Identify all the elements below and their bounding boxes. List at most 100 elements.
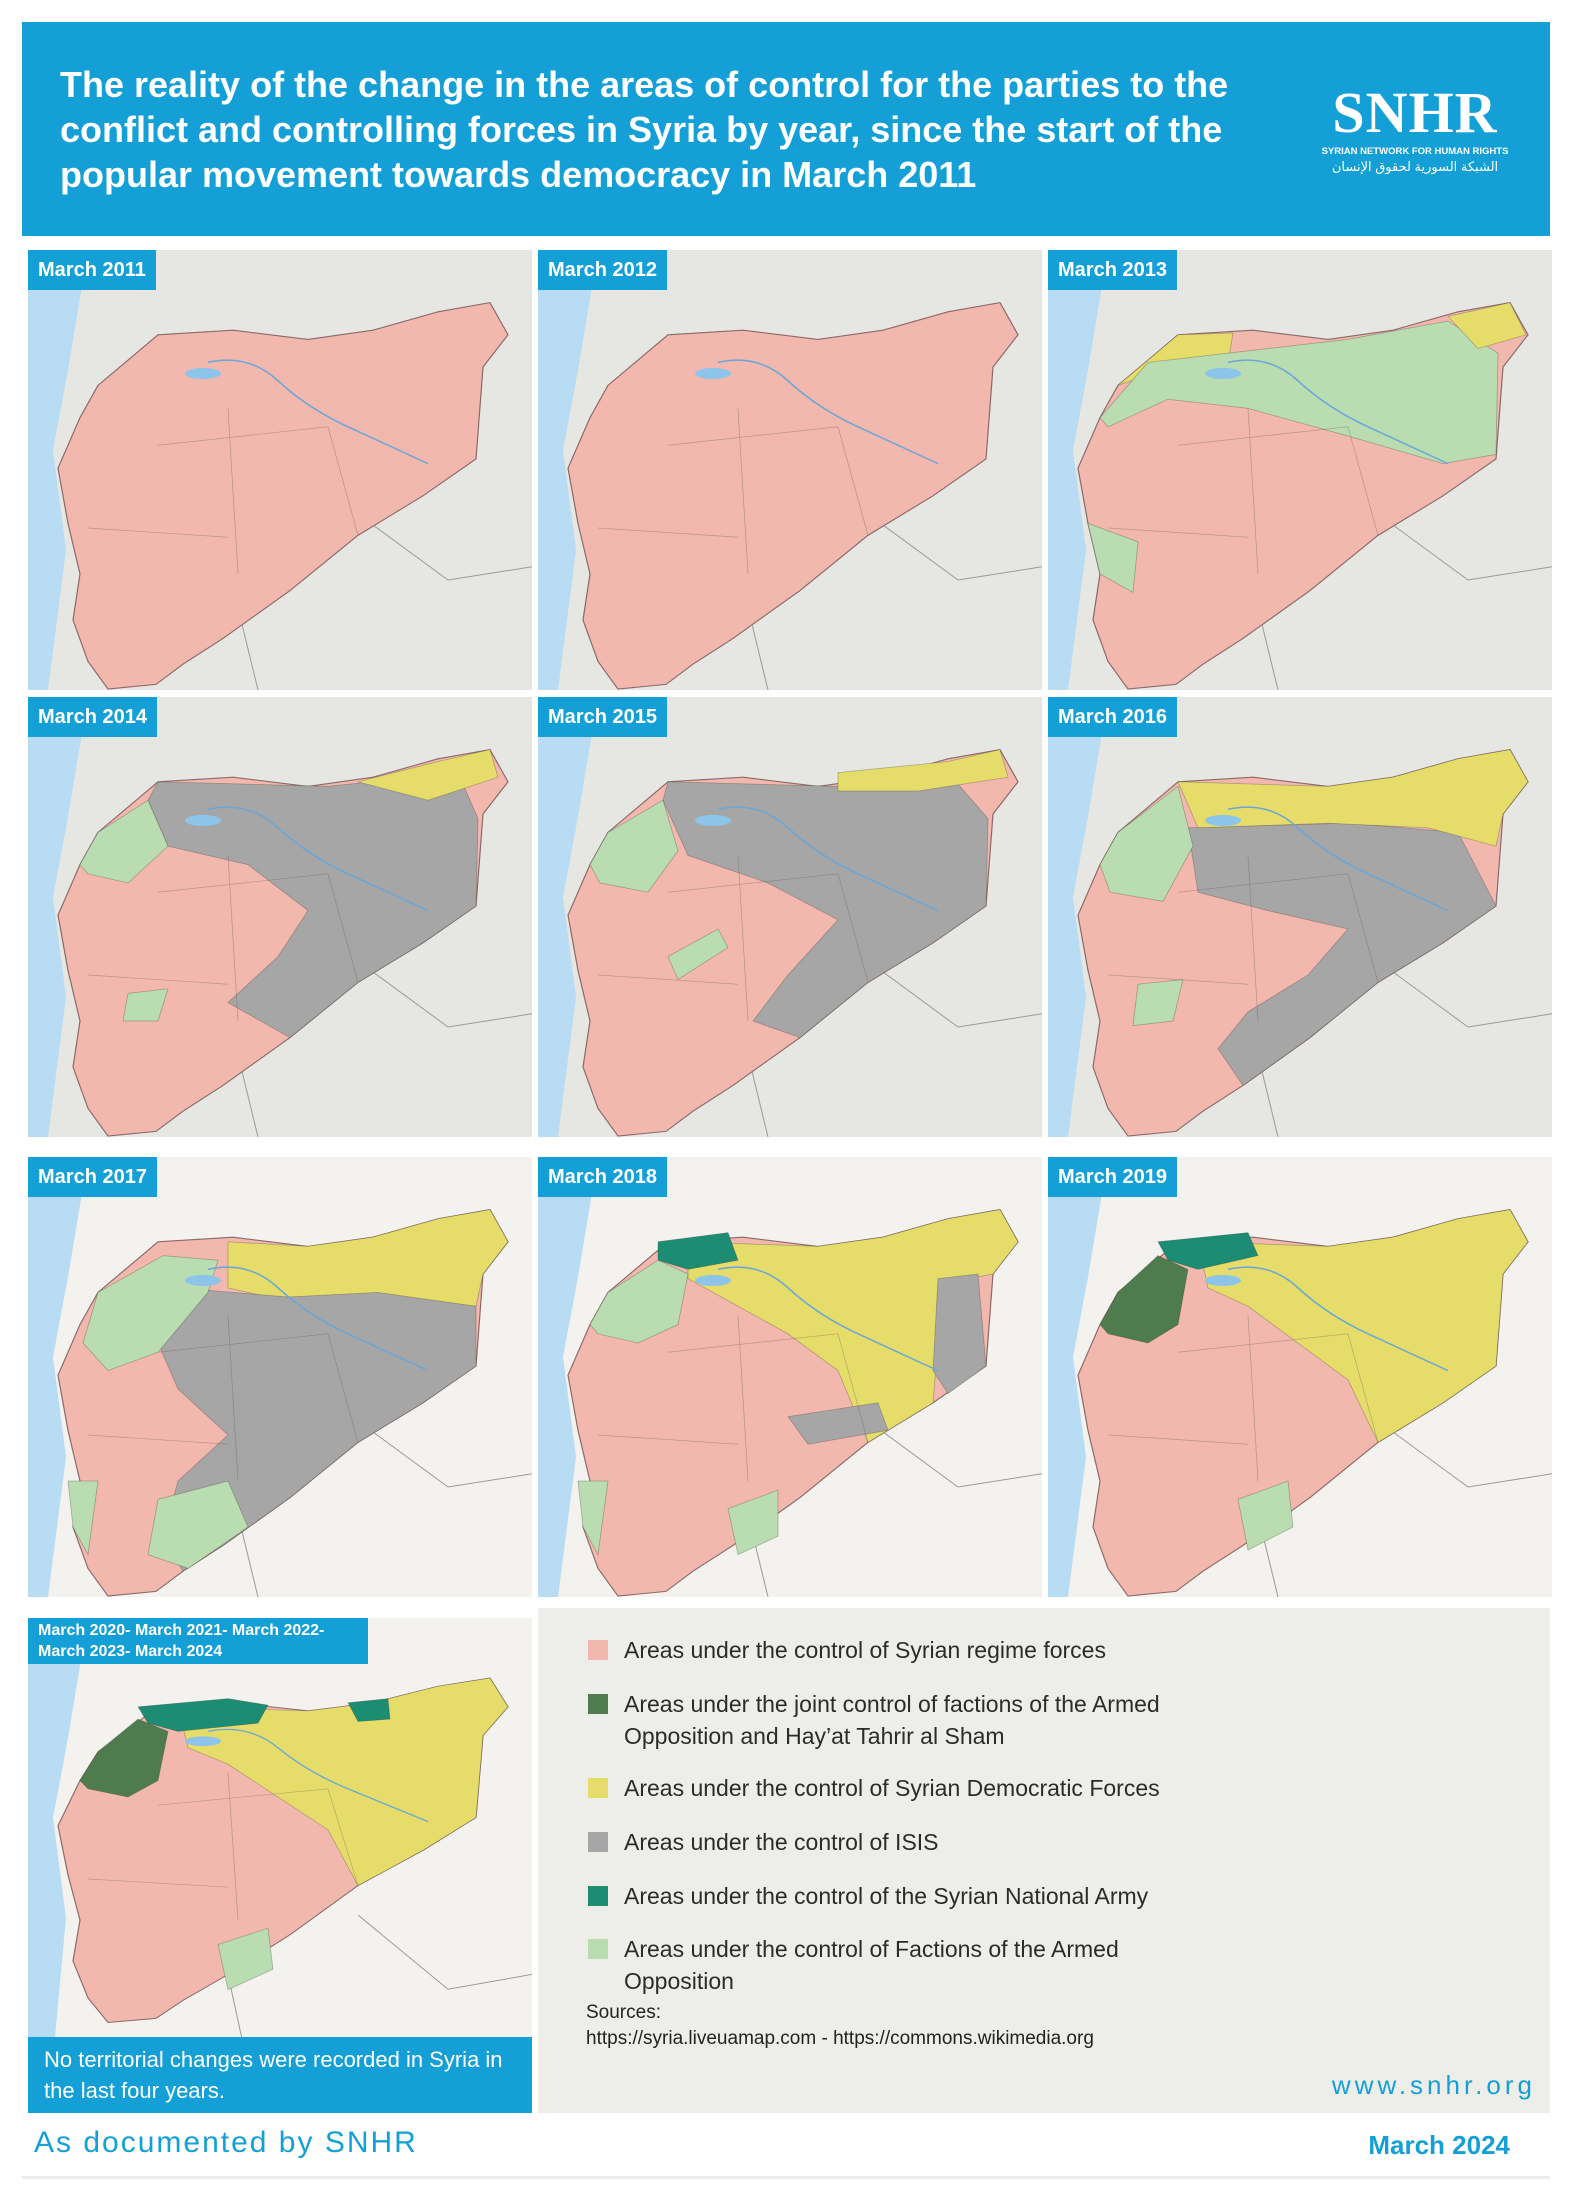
syria-map xyxy=(57,1677,509,2024)
sea-area xyxy=(28,697,88,1137)
footer-divider xyxy=(22,2176,1550,2179)
admin-lines xyxy=(1107,408,1379,575)
panel-year-label: March 2017 xyxy=(28,1157,157,1197)
legend-item-opposition: Areas under the control of Factions of t… xyxy=(588,1933,1184,1997)
region-sna xyxy=(1157,1232,1259,1270)
region-regime xyxy=(57,301,509,690)
map-canvas xyxy=(1048,250,1552,690)
map-canvas xyxy=(28,697,532,1137)
region-opposition xyxy=(1099,785,1194,902)
admin-lines xyxy=(87,408,359,575)
river-line xyxy=(1227,806,1449,912)
region-opposition xyxy=(122,988,169,1022)
legend-item-joint-hts: Areas under the joint control of faction… xyxy=(588,1688,1184,1752)
legend-text: Areas under the control of the Syrian Na… xyxy=(624,1883,1149,1909)
map-canvas xyxy=(28,250,532,690)
map-panel-2018: March 2018 xyxy=(538,1157,1042,1597)
syria-map xyxy=(57,301,509,690)
region-sna xyxy=(347,1698,391,1722)
river-line xyxy=(207,806,429,912)
legend-swatch xyxy=(588,1939,608,1959)
page-title: The reality of the change in the areas o… xyxy=(60,64,1229,195)
lake-assad xyxy=(695,814,731,826)
region-opposition xyxy=(589,1259,689,1344)
map-canvas xyxy=(1048,697,1552,1137)
admin-lines xyxy=(87,1315,359,1482)
syria-map xyxy=(57,748,509,1137)
region-sdf xyxy=(177,1677,509,1887)
syria-map xyxy=(57,1208,509,1597)
river-line xyxy=(207,1266,429,1372)
region-regime xyxy=(567,301,1019,690)
sea-area xyxy=(1048,250,1108,690)
region-opposition xyxy=(82,1255,219,1372)
region-opposition xyxy=(589,799,679,893)
legend-item-sdf: Areas under the control of Syrian Democr… xyxy=(588,1772,1184,1804)
sea-area xyxy=(28,1618,88,2113)
admin-lines xyxy=(597,1315,869,1482)
map-canvas xyxy=(538,250,1042,690)
legend-text: Areas under the joint control of faction… xyxy=(624,1691,1160,1749)
footer-date: March 2024 xyxy=(1368,2130,1510,2160)
syria-map xyxy=(567,301,1019,690)
map-panel-2011: March 2011 xyxy=(28,250,532,690)
syria-map xyxy=(1077,301,1529,690)
river-line xyxy=(1227,359,1449,465)
region-opposition xyxy=(667,928,729,981)
map-panel-2014: March 2014 xyxy=(28,697,532,1137)
admin-lines xyxy=(1107,855,1379,1022)
legend-swatch xyxy=(588,1640,608,1660)
region-opposition xyxy=(727,1489,779,1556)
region-opposition xyxy=(1099,320,1499,464)
panel-year-label: March 2018 xyxy=(538,1157,667,1197)
panel-year-label: March 2014 xyxy=(28,697,157,737)
sea-area xyxy=(28,250,88,690)
lake-assad xyxy=(1205,1274,1241,1286)
syria-map xyxy=(567,748,1019,1137)
lake-assad xyxy=(1205,367,1241,379)
map-panel-2019: March 2019 xyxy=(1048,1157,1552,1597)
river-line xyxy=(1227,1266,1449,1372)
panel-year-label: March 2015 xyxy=(538,697,667,737)
panel-year-label: March 2016 xyxy=(1048,697,1177,737)
map-canvas xyxy=(538,697,1042,1137)
river-line xyxy=(207,359,429,465)
region-opposition xyxy=(577,1480,609,1556)
region-sdf xyxy=(1197,1209,1529,1443)
map-panel-2020-2024: March 2020- March 2021- March 2022- Marc… xyxy=(28,1618,532,2113)
map-panel-2015: March 2015 xyxy=(538,697,1042,1137)
region-sdf xyxy=(1447,302,1527,350)
syria-map xyxy=(1077,748,1529,1137)
admin-lines xyxy=(597,408,869,575)
header-banner: The reality of the change in the areas o… xyxy=(22,22,1550,236)
map-canvas xyxy=(538,1157,1042,1597)
map-panel-2017: March 2017 xyxy=(28,1157,532,1597)
lake-assad xyxy=(695,367,731,379)
sea-area xyxy=(538,250,598,690)
lake-assad xyxy=(1205,814,1241,826)
footer-documented-by: As documented by SNHR xyxy=(34,2126,418,2159)
legend-swatch xyxy=(588,1832,608,1852)
lake-assad xyxy=(185,814,221,826)
sea-area xyxy=(538,697,598,1137)
region-isis xyxy=(157,1287,477,1572)
syria-map xyxy=(567,1208,1019,1597)
website-url: www.snhr.org xyxy=(1331,2070,1536,2100)
map-panel-2012: March 2012 xyxy=(538,250,1042,690)
region-opposition xyxy=(147,1480,249,1569)
lake-assad xyxy=(185,1736,221,1747)
region-joint-hts xyxy=(79,1718,169,1798)
region-joint-hts xyxy=(1099,1255,1189,1344)
map-canvas xyxy=(28,1157,532,1597)
no-change-note: No territorial changes were recorded in … xyxy=(28,2037,532,2113)
region-isis xyxy=(932,1273,987,1395)
river-line xyxy=(717,806,939,912)
logo-arabic-name: الشبكة السورية لحقوق الإنسان xyxy=(1331,159,1499,174)
legend-text: Areas under the control of Factions of t… xyxy=(624,1936,1119,1994)
admin-lines xyxy=(87,855,359,1022)
region-sdf xyxy=(1177,749,1529,847)
region-sdf xyxy=(356,749,499,801)
map-canvas xyxy=(1048,1157,1552,1597)
legend-box: Areas under the control of Syrian regime… xyxy=(538,1608,1550,2113)
sources-links: https://syria.liveuamap.com - https://co… xyxy=(586,2028,1094,2049)
